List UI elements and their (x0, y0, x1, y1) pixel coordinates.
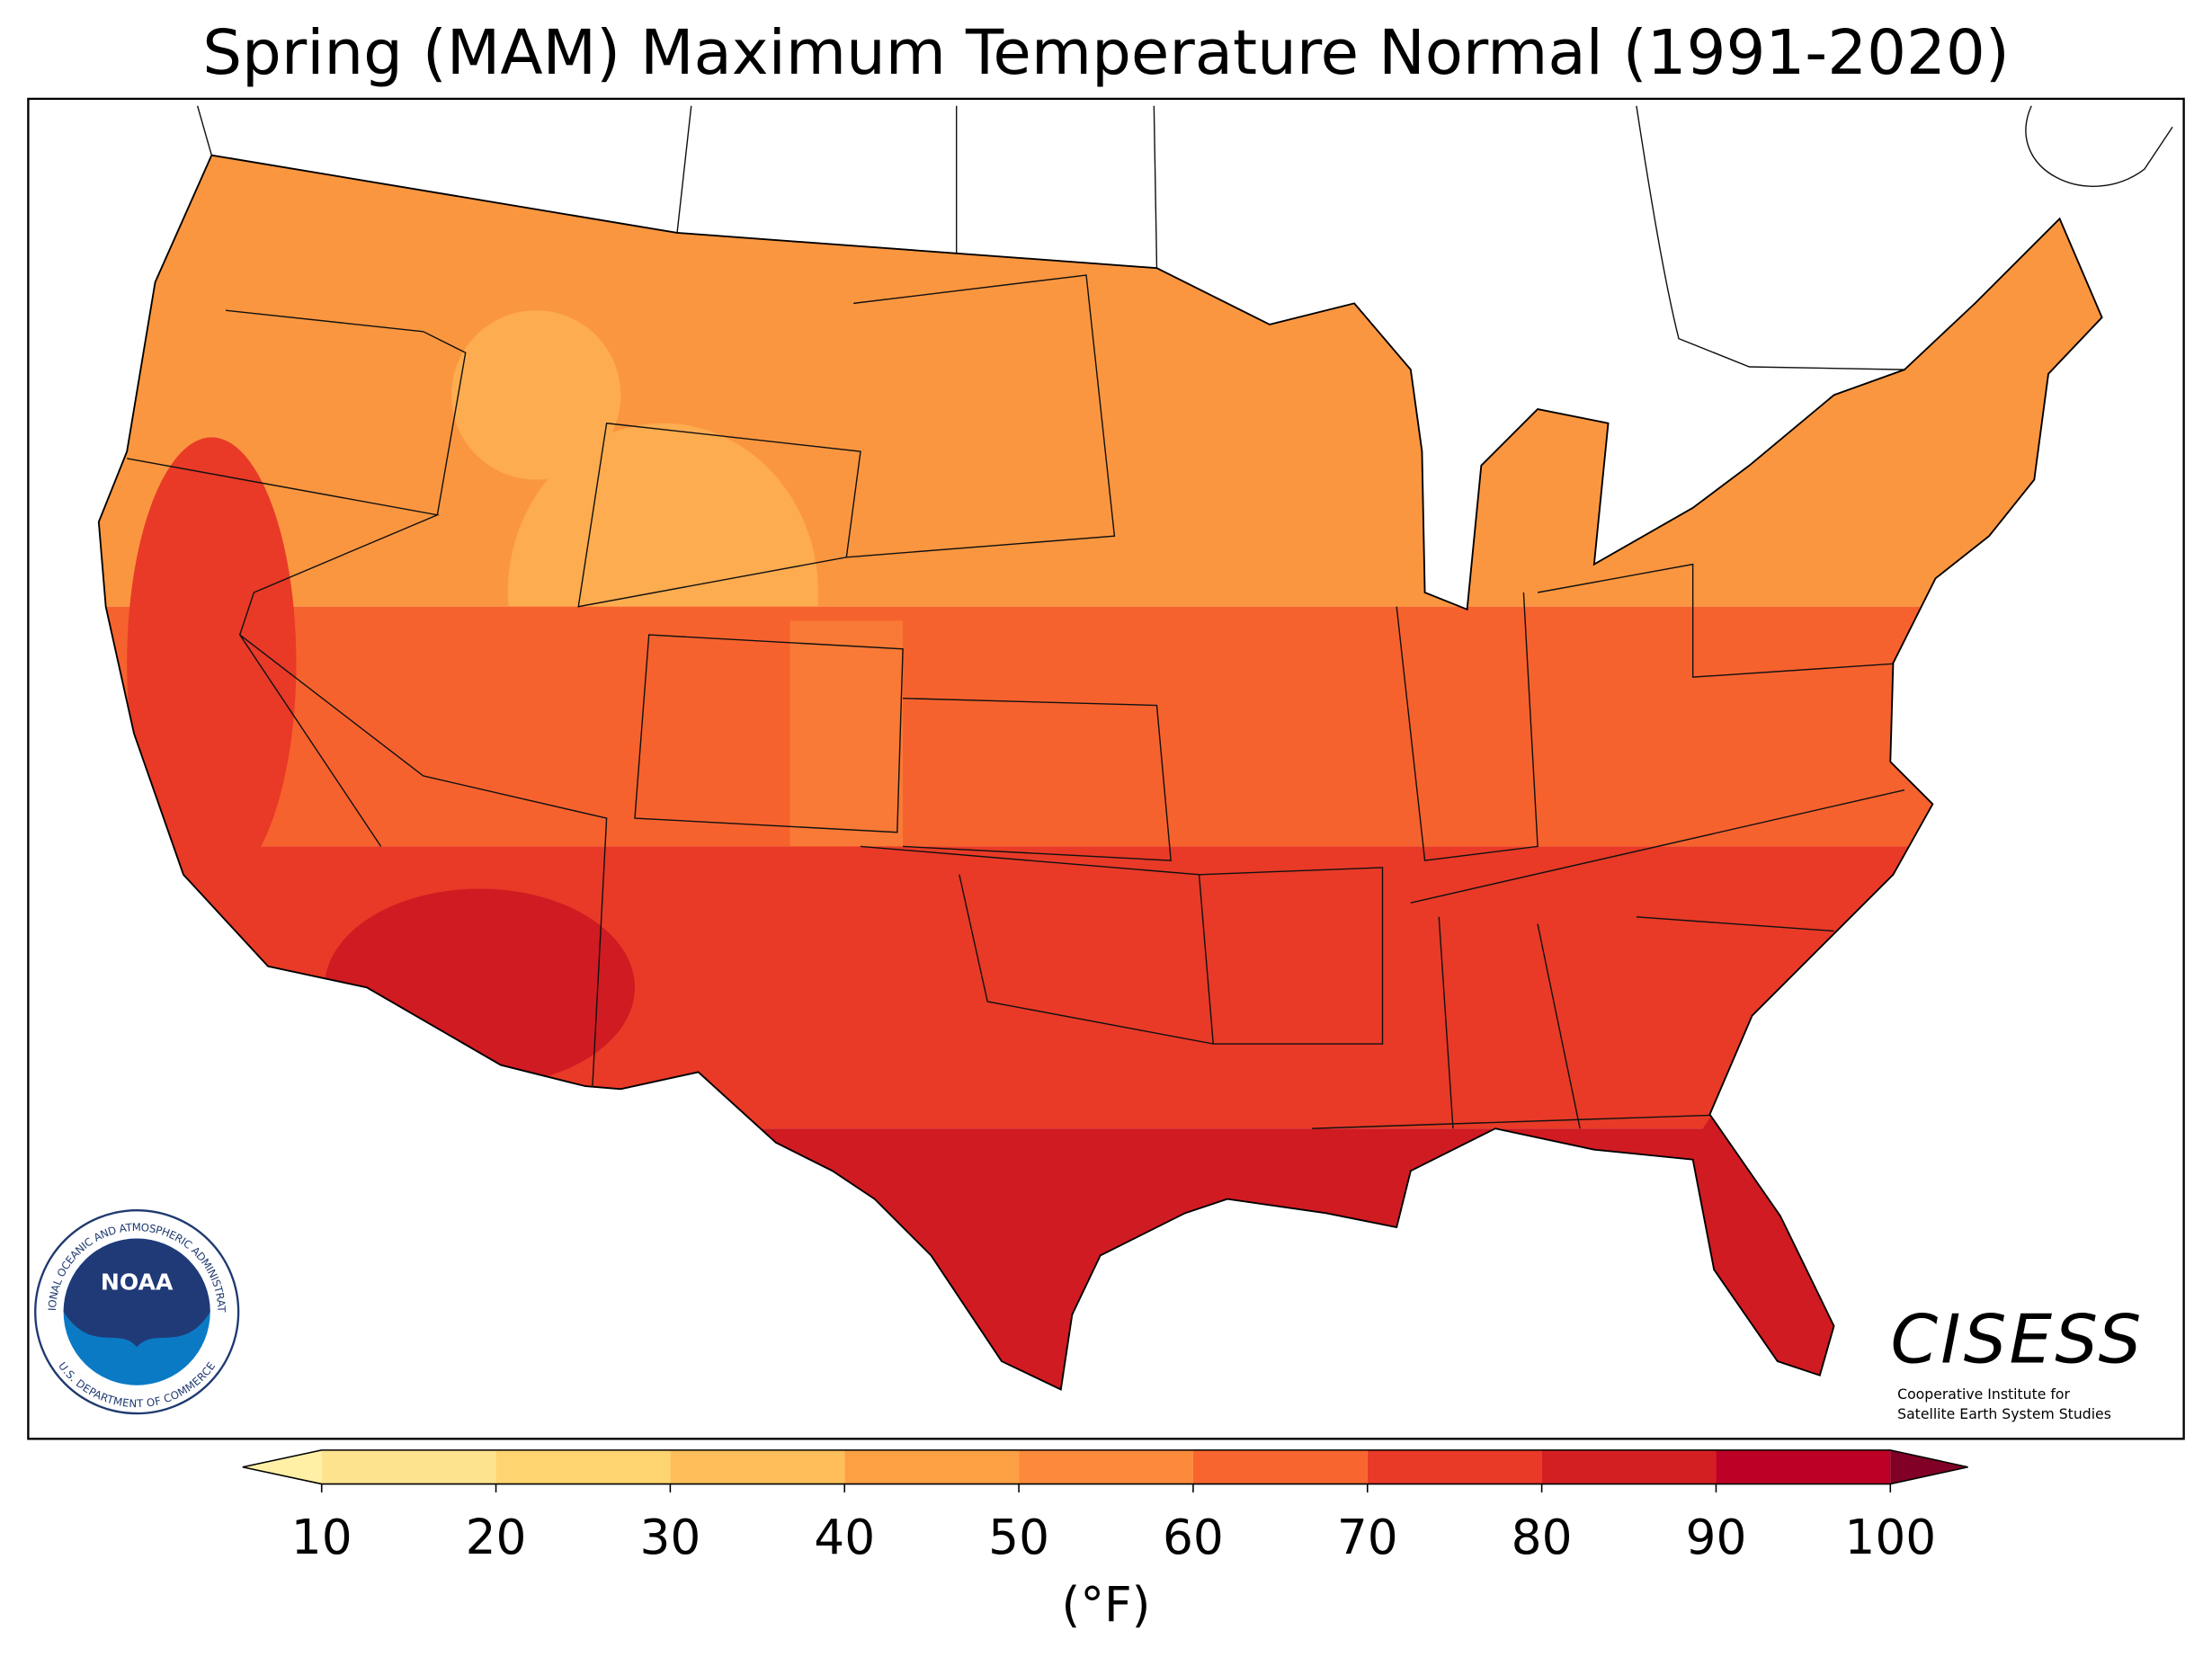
logo-sky (63, 1238, 210, 1348)
colorbar-tick-label: 90 (1686, 1509, 1747, 1565)
colorbar-bin (495, 1449, 671, 1484)
colorbar-bin (1716, 1449, 1891, 1484)
colorbar-bin (1019, 1449, 1193, 1484)
cisess-line: Cooperative Institute for (1897, 1385, 2070, 1403)
map-title: Spring (MAM) Maximum Temperature Normal … (202, 17, 2010, 89)
colorbar-over (1890, 1449, 1968, 1484)
colorbar-under (242, 1449, 322, 1484)
colorbar-label: (°F) (1062, 1576, 1151, 1633)
colorbar-tick-label: 60 (1163, 1509, 1224, 1565)
colorbar: 10 20 30 40 50 60 70 80 90 100 (242, 1449, 1968, 1565)
us-outline (97, 154, 2103, 1391)
cisess-logo: CISESS Cooperative Institute for Satelli… (1891, 1300, 2145, 1422)
colorbar-tick-label: 80 (1512, 1509, 1573, 1565)
colorbar-tick-label: 50 (988, 1509, 1049, 1565)
colorbar-tick-label: 10 (291, 1509, 352, 1565)
colorbar-tick-label: 30 (639, 1509, 700, 1565)
colorbar-bin (1541, 1449, 1717, 1484)
canada-outline (196, 105, 2173, 370)
colorbar-bin (670, 1449, 845, 1484)
colorbar-bin (321, 1449, 496, 1484)
colorbar-bin (1192, 1449, 1368, 1484)
cisess-line: Satellite Earth System Studies (1897, 1405, 2111, 1422)
logo-name: NOAA (101, 1270, 174, 1296)
colorbar-tick-label: 70 (1337, 1509, 1398, 1565)
colorbar-bin (1367, 1449, 1542, 1484)
cisess-name: CISESS (1891, 1300, 2145, 1379)
colorbar-tick-label: 40 (814, 1509, 875, 1565)
colorbar-tick-label: 100 (1844, 1509, 1936, 1565)
colorbar-bin (844, 1449, 1020, 1484)
colorbar-tick-label: 20 (466, 1509, 527, 1565)
